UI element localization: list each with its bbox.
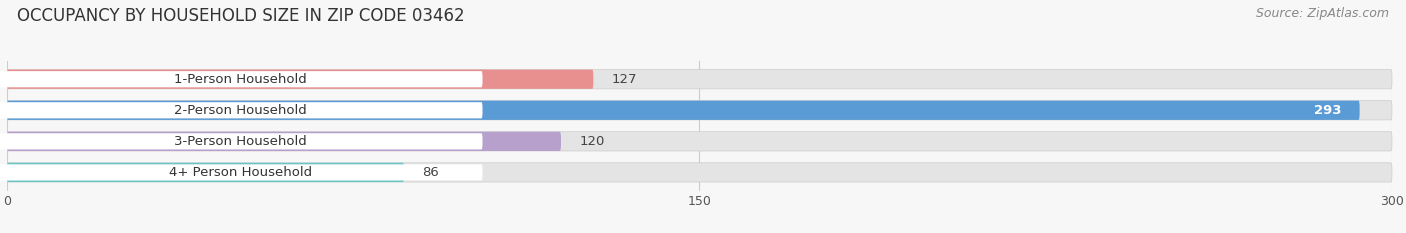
Text: Source: ZipAtlas.com: Source: ZipAtlas.com [1256,7,1389,20]
FancyBboxPatch shape [7,70,1392,89]
Text: 3-Person Household: 3-Person Household [174,135,307,148]
Text: 86: 86 [422,166,439,179]
FancyBboxPatch shape [7,132,561,151]
Text: OCCUPANCY BY HOUSEHOLD SIZE IN ZIP CODE 03462: OCCUPANCY BY HOUSEHOLD SIZE IN ZIP CODE … [17,7,464,25]
Text: 1-Person Household: 1-Person Household [174,73,307,86]
FancyBboxPatch shape [7,70,593,89]
FancyBboxPatch shape [7,101,1392,120]
FancyBboxPatch shape [7,163,1392,182]
Text: 127: 127 [612,73,637,86]
FancyBboxPatch shape [0,71,482,87]
FancyBboxPatch shape [0,133,482,149]
Text: 2-Person Household: 2-Person Household [174,104,307,117]
FancyBboxPatch shape [7,163,404,182]
FancyBboxPatch shape [0,164,482,181]
Text: 4+ Person Household: 4+ Person Household [169,166,312,179]
Text: 293: 293 [1313,104,1341,117]
Text: 120: 120 [579,135,605,148]
FancyBboxPatch shape [7,132,1392,151]
FancyBboxPatch shape [7,101,1360,120]
FancyBboxPatch shape [0,102,482,118]
